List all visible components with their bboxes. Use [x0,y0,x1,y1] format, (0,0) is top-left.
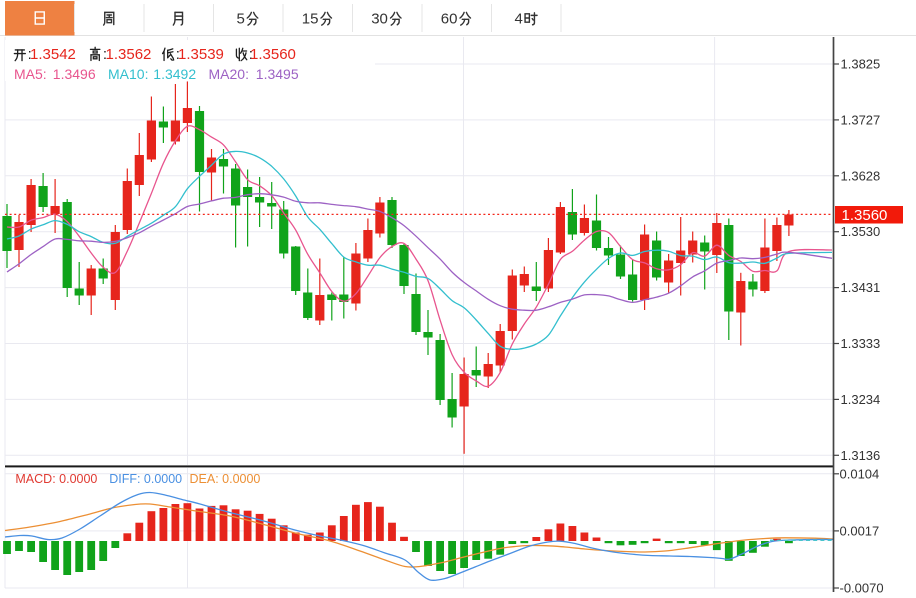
svg-text:1.3825: 1.3825 [841,57,881,72]
svg-text:DIFF: 0.0000: DIFF: 0.0000 [109,472,182,486]
svg-text:1.3136: 1.3136 [841,448,881,463]
svg-text:1.3539: 1.3539 [178,46,224,63]
svg-text:0.0104: 0.0104 [840,466,880,481]
svg-text:1.3628: 1.3628 [841,168,881,183]
svg-text:MA10: 1.3492: MA10: 1.3492 [108,66,196,82]
svg-text:60: 60 [441,11,458,28]
svg-text:1.3234: 1.3234 [841,392,881,407]
svg-text:MA20: 1.3495: MA20: 1.3495 [209,66,299,82]
svg-text:MACD: 0.0000: MACD: 0.0000 [15,472,97,486]
svg-text:5: 5 [237,11,245,28]
svg-text:-0.0070: -0.0070 [840,581,884,596]
svg-text:1.3727: 1.3727 [841,112,881,127]
svg-text:15: 15 [302,11,319,28]
svg-text::: : [176,46,180,63]
svg-text:MA5: 1.3496: MA5: 1.3496 [14,66,96,82]
svg-text::: : [249,46,253,63]
svg-text:DEA: 0.0000: DEA: 0.0000 [190,472,261,486]
svg-text:30: 30 [371,11,388,28]
svg-text:1.3530: 1.3530 [841,224,881,239]
svg-text:1.3333: 1.3333 [841,336,881,351]
svg-text:1.3431: 1.3431 [841,280,881,295]
svg-text:1.3542: 1.3542 [30,46,76,63]
svg-text:1.3562: 1.3562 [106,46,152,63]
svg-text:1.3560: 1.3560 [250,46,296,63]
svg-text::: : [103,46,107,63]
svg-text:0.0017: 0.0017 [840,523,880,538]
svg-text:4: 4 [515,11,523,28]
svg-text:1.3560: 1.3560 [842,207,888,224]
svg-text::: : [28,46,32,63]
